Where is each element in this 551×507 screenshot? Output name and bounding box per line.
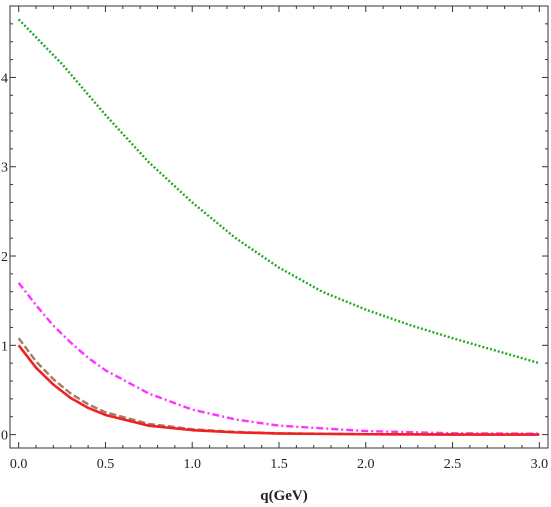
x-tick-label: 1.5 — [270, 457, 288, 472]
series-line-2 — [17, 282, 540, 435]
x-tick-label: 0.0 — [10, 457, 28, 472]
series-line-3 — [17, 337, 540, 436]
y-tick-label: 3 — [1, 161, 8, 176]
x-tick-label: 2.0 — [357, 457, 375, 472]
series-line-4 — [17, 344, 540, 436]
x-tick-label: 1.0 — [183, 457, 201, 472]
x-tick-label: 0.5 — [97, 457, 115, 472]
x-axis: 0.0 0.5 1.0 1.5 2.0 2.5 3.0 — [10, 6, 548, 472]
x-tick-label: 3.0 — [531, 457, 549, 472]
y-tick-label: 1 — [1, 339, 8, 354]
y-axis: 0 1 2 3 4 — [1, 23, 548, 444]
y-tick-label: 4 — [1, 71, 8, 86]
plot-frame — [9, 5, 549, 449]
x-tick-label: 2.5 — [444, 457, 462, 472]
x-axis-label: q(GeV) — [260, 488, 308, 504]
y-tick-label: 0 — [1, 429, 8, 444]
series-line-1 — [17, 18, 540, 365]
y-tick-label: 2 — [1, 250, 8, 265]
series-layer — [17, 18, 540, 436]
